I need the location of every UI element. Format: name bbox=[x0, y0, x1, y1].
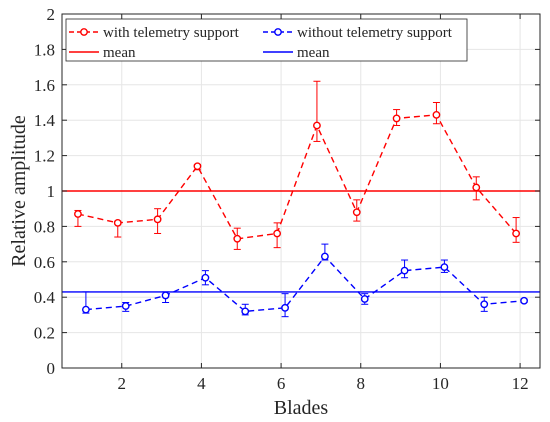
y-tick-label: 0.2 bbox=[34, 324, 55, 343]
series-2-point bbox=[480, 300, 489, 309]
series-1-line bbox=[77, 114, 517, 240]
series-1-point bbox=[273, 229, 281, 238]
series-2-line bbox=[85, 255, 525, 313]
y-tick-label: 1.2 bbox=[34, 147, 55, 166]
y-tick-label: 2 bbox=[47, 5, 56, 24]
y-axis-label: Relative amplitude bbox=[8, 115, 30, 267]
legend-box bbox=[65, 18, 468, 62]
axis-ticks: 0 0.2 0.4 0.6 0.8 1 1.2 1.4 1.6 1.8 2 2 4 6 8 10 12 bbox=[34, 5, 540, 393]
series-1-point bbox=[512, 229, 520, 238]
x-tick-label: 10 bbox=[432, 374, 449, 393]
series-1-point bbox=[153, 215, 162, 224]
legend-entry-without-telemetry-marker bbox=[274, 28, 282, 36]
series-1-point bbox=[233, 234, 242, 243]
legend-entry-with-telemetry-label: with telemetry support bbox=[103, 25, 240, 41]
legend: with telemetry support without telemetry … bbox=[65, 18, 468, 62]
legend-entry-with-telemetry-marker bbox=[80, 28, 88, 36]
y-tick-label: 0.8 bbox=[34, 217, 55, 236]
x-tick-label: 6 bbox=[277, 374, 286, 393]
y-tick-label: 0.4 bbox=[34, 288, 56, 307]
series-1-point bbox=[193, 162, 202, 171]
x-axis-label: Blades bbox=[274, 397, 329, 419]
series-2-point bbox=[201, 273, 210, 282]
series-2-point bbox=[82, 305, 90, 314]
series-1-point bbox=[74, 210, 82, 218]
series-2-point bbox=[161, 291, 170, 300]
y-tick-label: 1.8 bbox=[34, 40, 55, 59]
series-1-point bbox=[392, 114, 401, 123]
series-2-point bbox=[360, 295, 369, 303]
series-2-point bbox=[400, 266, 409, 275]
series-1-point bbox=[113, 218, 122, 227]
y-tick-label: 1 bbox=[47, 182, 56, 201]
series-1-point bbox=[472, 183, 481, 192]
legend-entry-mean-blue-label: mean bbox=[297, 45, 330, 61]
series-1-point bbox=[352, 208, 361, 217]
y-tick-label: 0 bbox=[47, 359, 56, 378]
x-tick-label: 4 bbox=[197, 374, 206, 393]
y-tick-label: 1.4 bbox=[34, 111, 56, 130]
legend-entry-without-telemetry-label: without telemetry support bbox=[297, 25, 453, 41]
series-1-point bbox=[313, 121, 321, 130]
data-series bbox=[74, 80, 528, 318]
series-2-point bbox=[121, 302, 130, 310]
x-tick-label: 12 bbox=[512, 374, 529, 393]
legend-entry-mean-red-label: mean bbox=[103, 45, 136, 61]
series-1-point bbox=[432, 110, 441, 119]
x-tick-label: 2 bbox=[118, 374, 127, 393]
series-2-point bbox=[320, 252, 329, 261]
mean-lines bbox=[62, 190, 540, 293]
series-2-point bbox=[440, 263, 449, 272]
x-tick-label: 8 bbox=[357, 374, 366, 393]
series-2-point bbox=[241, 307, 250, 316]
series-2-point bbox=[520, 296, 528, 305]
series-2-point bbox=[281, 303, 289, 312]
y-tick-label: 0.6 bbox=[34, 253, 55, 272]
y-tick-label: 1.6 bbox=[34, 76, 55, 95]
